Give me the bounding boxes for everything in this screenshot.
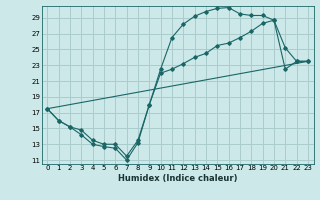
X-axis label: Humidex (Indice chaleur): Humidex (Indice chaleur) [118,174,237,183]
